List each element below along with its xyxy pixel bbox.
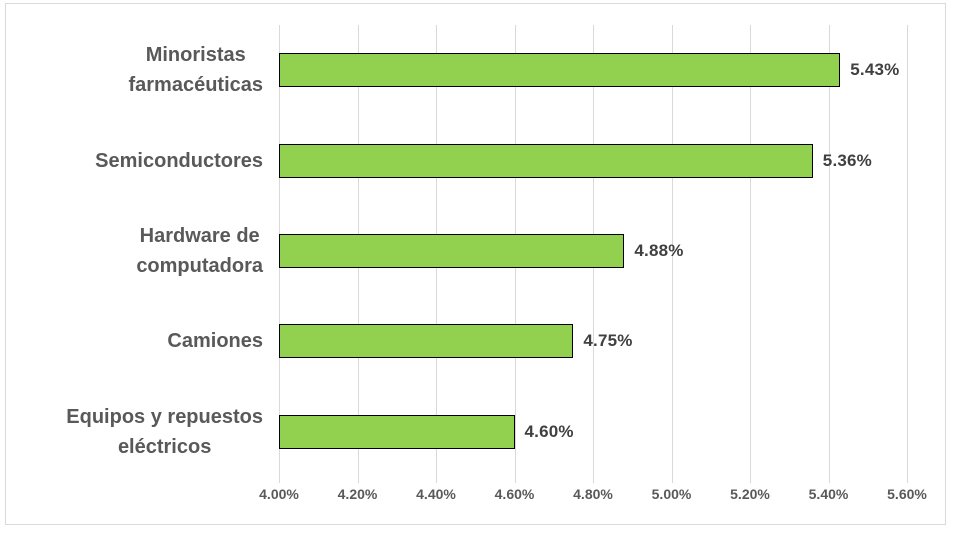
x-tick-label: 5.20%	[730, 486, 770, 502]
category-label-line: farmacéuticas	[128, 74, 263, 97]
category-label-line: Hardware de	[139, 225, 260, 247]
x-tick-label: 5.00%	[651, 486, 692, 502]
category-label-line: computadora	[136, 255, 263, 277]
axis-tick	[671, 477, 673, 483]
gridline	[671, 25, 673, 477]
x-tick-label: 4.80%	[573, 486, 613, 502]
gridline	[907, 25, 908, 477]
bar	[279, 143, 813, 178]
axis-tick	[828, 477, 830, 483]
x-tick-label: 4.60%	[494, 486, 535, 502]
gridline	[750, 25, 751, 477]
category-label: Semiconductores	[95, 146, 263, 176]
category-label-line: Equipos y repuestos	[66, 405, 263, 428]
category-label: Camiones	[167, 326, 263, 356]
x-axis-labels: 4.00% 4.20% 4.40% 4.60% 4.80% 5.00% 5.20% 5.40%…	[259, 486, 927, 506]
axis-tick	[436, 477, 437, 483]
value-label: 4.60%	[524, 421, 574, 441]
value-label: 4.75%	[583, 331, 633, 351]
axis-tick	[357, 477, 359, 483]
axis-tick	[514, 477, 516, 483]
bar	[279, 414, 515, 449]
value-label: 5.43%	[850, 60, 900, 80]
x-tick-label: 5.60%	[887, 486, 927, 502]
category-label: Hardware de computadora	[136, 221, 263, 281]
category-label-line: Minoristas	[145, 44, 246, 67]
x-tick-label: 5.40%	[808, 486, 849, 502]
value-label: 5.36%	[822, 150, 872, 170]
x-tick-label: 4.20%	[337, 486, 378, 502]
gridline	[828, 25, 830, 477]
axis-tick	[750, 477, 751, 483]
x-tick-label: 4.40%	[416, 486, 456, 502]
category-label-line: Camiones	[167, 330, 263, 353]
category-label-line: eléctricos	[117, 435, 212, 458]
axis-tick	[593, 477, 594, 483]
category-label-line: Semiconductores	[95, 149, 263, 172]
plot-area: 5.43% 5.36% 4.88% 4.75% 4.60%	[279, 25, 908, 483]
category-label: Minoristas farmacéuticas	[128, 40, 263, 100]
category-axis: Minoristas farmacéuticas Semiconductores Ha…	[0, 25, 263, 477]
chart-frame	[5, 3, 946, 525]
bar	[279, 53, 841, 88]
category-label: Equipos y repuestos eléctricos	[66, 402, 263, 462]
x-tick-label: 4.00%	[259, 486, 299, 502]
axis-tick	[907, 477, 908, 483]
bar	[279, 234, 625, 268]
bar	[279, 324, 574, 359]
value-label: 4.88%	[634, 241, 684, 260]
axis-tick	[279, 477, 280, 483]
